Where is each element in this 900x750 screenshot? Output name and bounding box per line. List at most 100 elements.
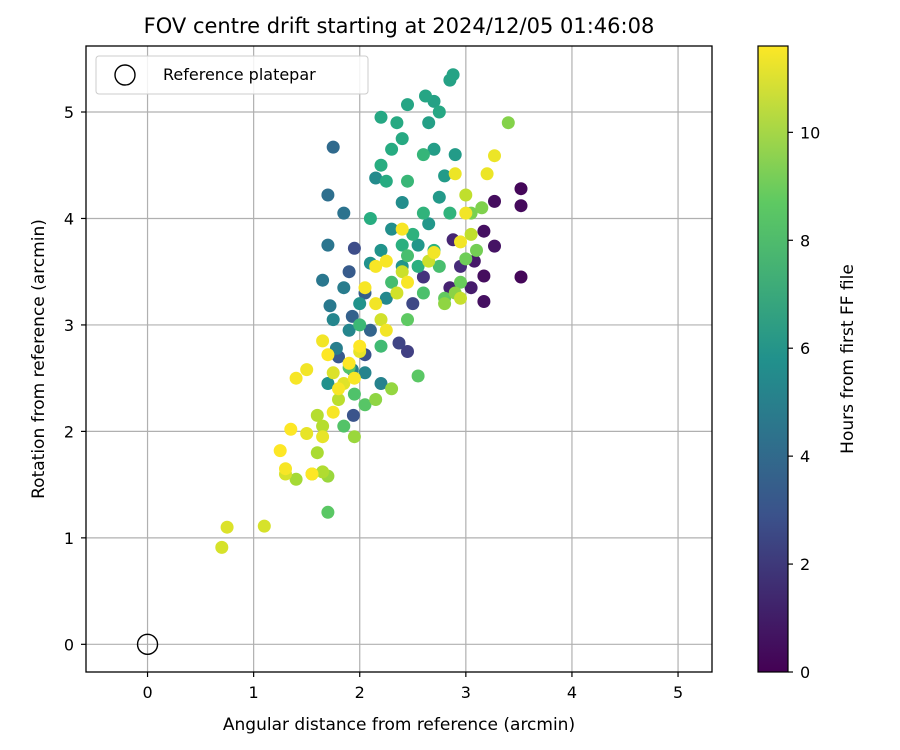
data-point [321,377,335,390]
colorbar-tick-label: 6 [800,339,810,358]
data-point [488,194,501,208]
data-point [448,148,462,162]
data-point [347,241,361,255]
data-point [432,190,446,204]
data-point [514,182,528,196]
data-point [432,105,446,119]
data-point [427,142,441,156]
legend: Reference platepar [95,55,369,95]
data-point [411,259,425,273]
data-point [390,286,404,300]
data-point [374,110,388,124]
data-point [300,363,314,377]
legend-label-reference-platepar: Reference platepar [163,65,316,84]
data-point [215,540,229,554]
data-point [379,291,393,305]
y-tick-label: 0 [64,635,74,654]
data-point [323,299,337,313]
data-point [416,286,430,300]
data-point [342,356,356,370]
grid-layer [86,46,712,672]
data-point [369,297,383,311]
data-point [392,336,406,350]
colorbar-gradient [757,45,789,673]
data-point [316,334,330,348]
y-tick-label: 2 [64,422,74,441]
y-axis-label: Rotation from reference (arcmin) [29,219,49,499]
data-point [514,270,528,284]
data-point [326,140,340,154]
y-tick-label: 5 [64,103,74,122]
colorbar-tick-label: 8 [800,231,810,250]
data-point [395,222,409,236]
data-point [401,275,414,289]
data-point [369,171,383,185]
colorbar-tick-label: 10 [800,123,820,142]
data-point [300,427,314,440]
data-point [345,309,359,323]
reference-platepar-marker [136,633,159,656]
data-point [321,238,335,252]
data-point [353,297,367,311]
data-point [363,212,377,225]
data-point [374,377,388,390]
y-tick-label: 1 [64,529,74,548]
x-tick-label: 4 [567,683,577,702]
data-point [316,430,330,444]
data-point [289,371,303,385]
data-point [422,116,436,130]
data-point [470,243,483,257]
legend-marker-open-circle [114,64,136,86]
data-point [459,188,473,202]
plot-area-frame [85,45,713,673]
chart-title: FOV centre drift starting at 2024/12/05 … [144,14,655,38]
data-point [438,297,452,311]
data-point [427,246,441,259]
data-point [488,149,501,163]
data-point [379,174,393,188]
data-point [374,313,388,327]
data-point [443,206,457,220]
data-point [363,323,377,337]
data-point [454,291,467,305]
data-point [432,259,446,273]
data-point [385,222,399,236]
data-point [459,252,473,266]
data-point [385,382,399,396]
data-point [321,505,335,519]
data-point [411,238,425,252]
data-point [321,348,335,362]
data-point [438,169,452,183]
data-point [385,275,399,289]
data-point [346,408,360,422]
data-point [395,196,409,209]
data-point [422,217,436,231]
reference-layer [136,633,159,656]
data-point [347,387,361,401]
data-point [419,89,432,103]
data-point [316,419,330,433]
data-point [273,444,287,458]
data-point [475,201,489,215]
data-point [446,68,460,82]
data-point [395,238,409,252]
data-point [406,227,420,241]
data-point [326,366,340,380]
data-point [358,398,372,412]
data-point [332,382,345,396]
points-layer [215,68,528,554]
data-point [416,206,430,220]
data-point [337,419,351,433]
data-point [395,265,409,279]
data-point [316,273,330,287]
data-point [342,265,356,279]
y-tick-label: 3 [64,316,74,335]
data-point [369,259,383,273]
colorbar-tick-label: 4 [800,447,810,466]
data-point [401,249,414,263]
data-point [379,323,393,337]
data-point [347,430,361,444]
x-tick-label: 2 [355,683,365,702]
data-point [279,462,292,476]
